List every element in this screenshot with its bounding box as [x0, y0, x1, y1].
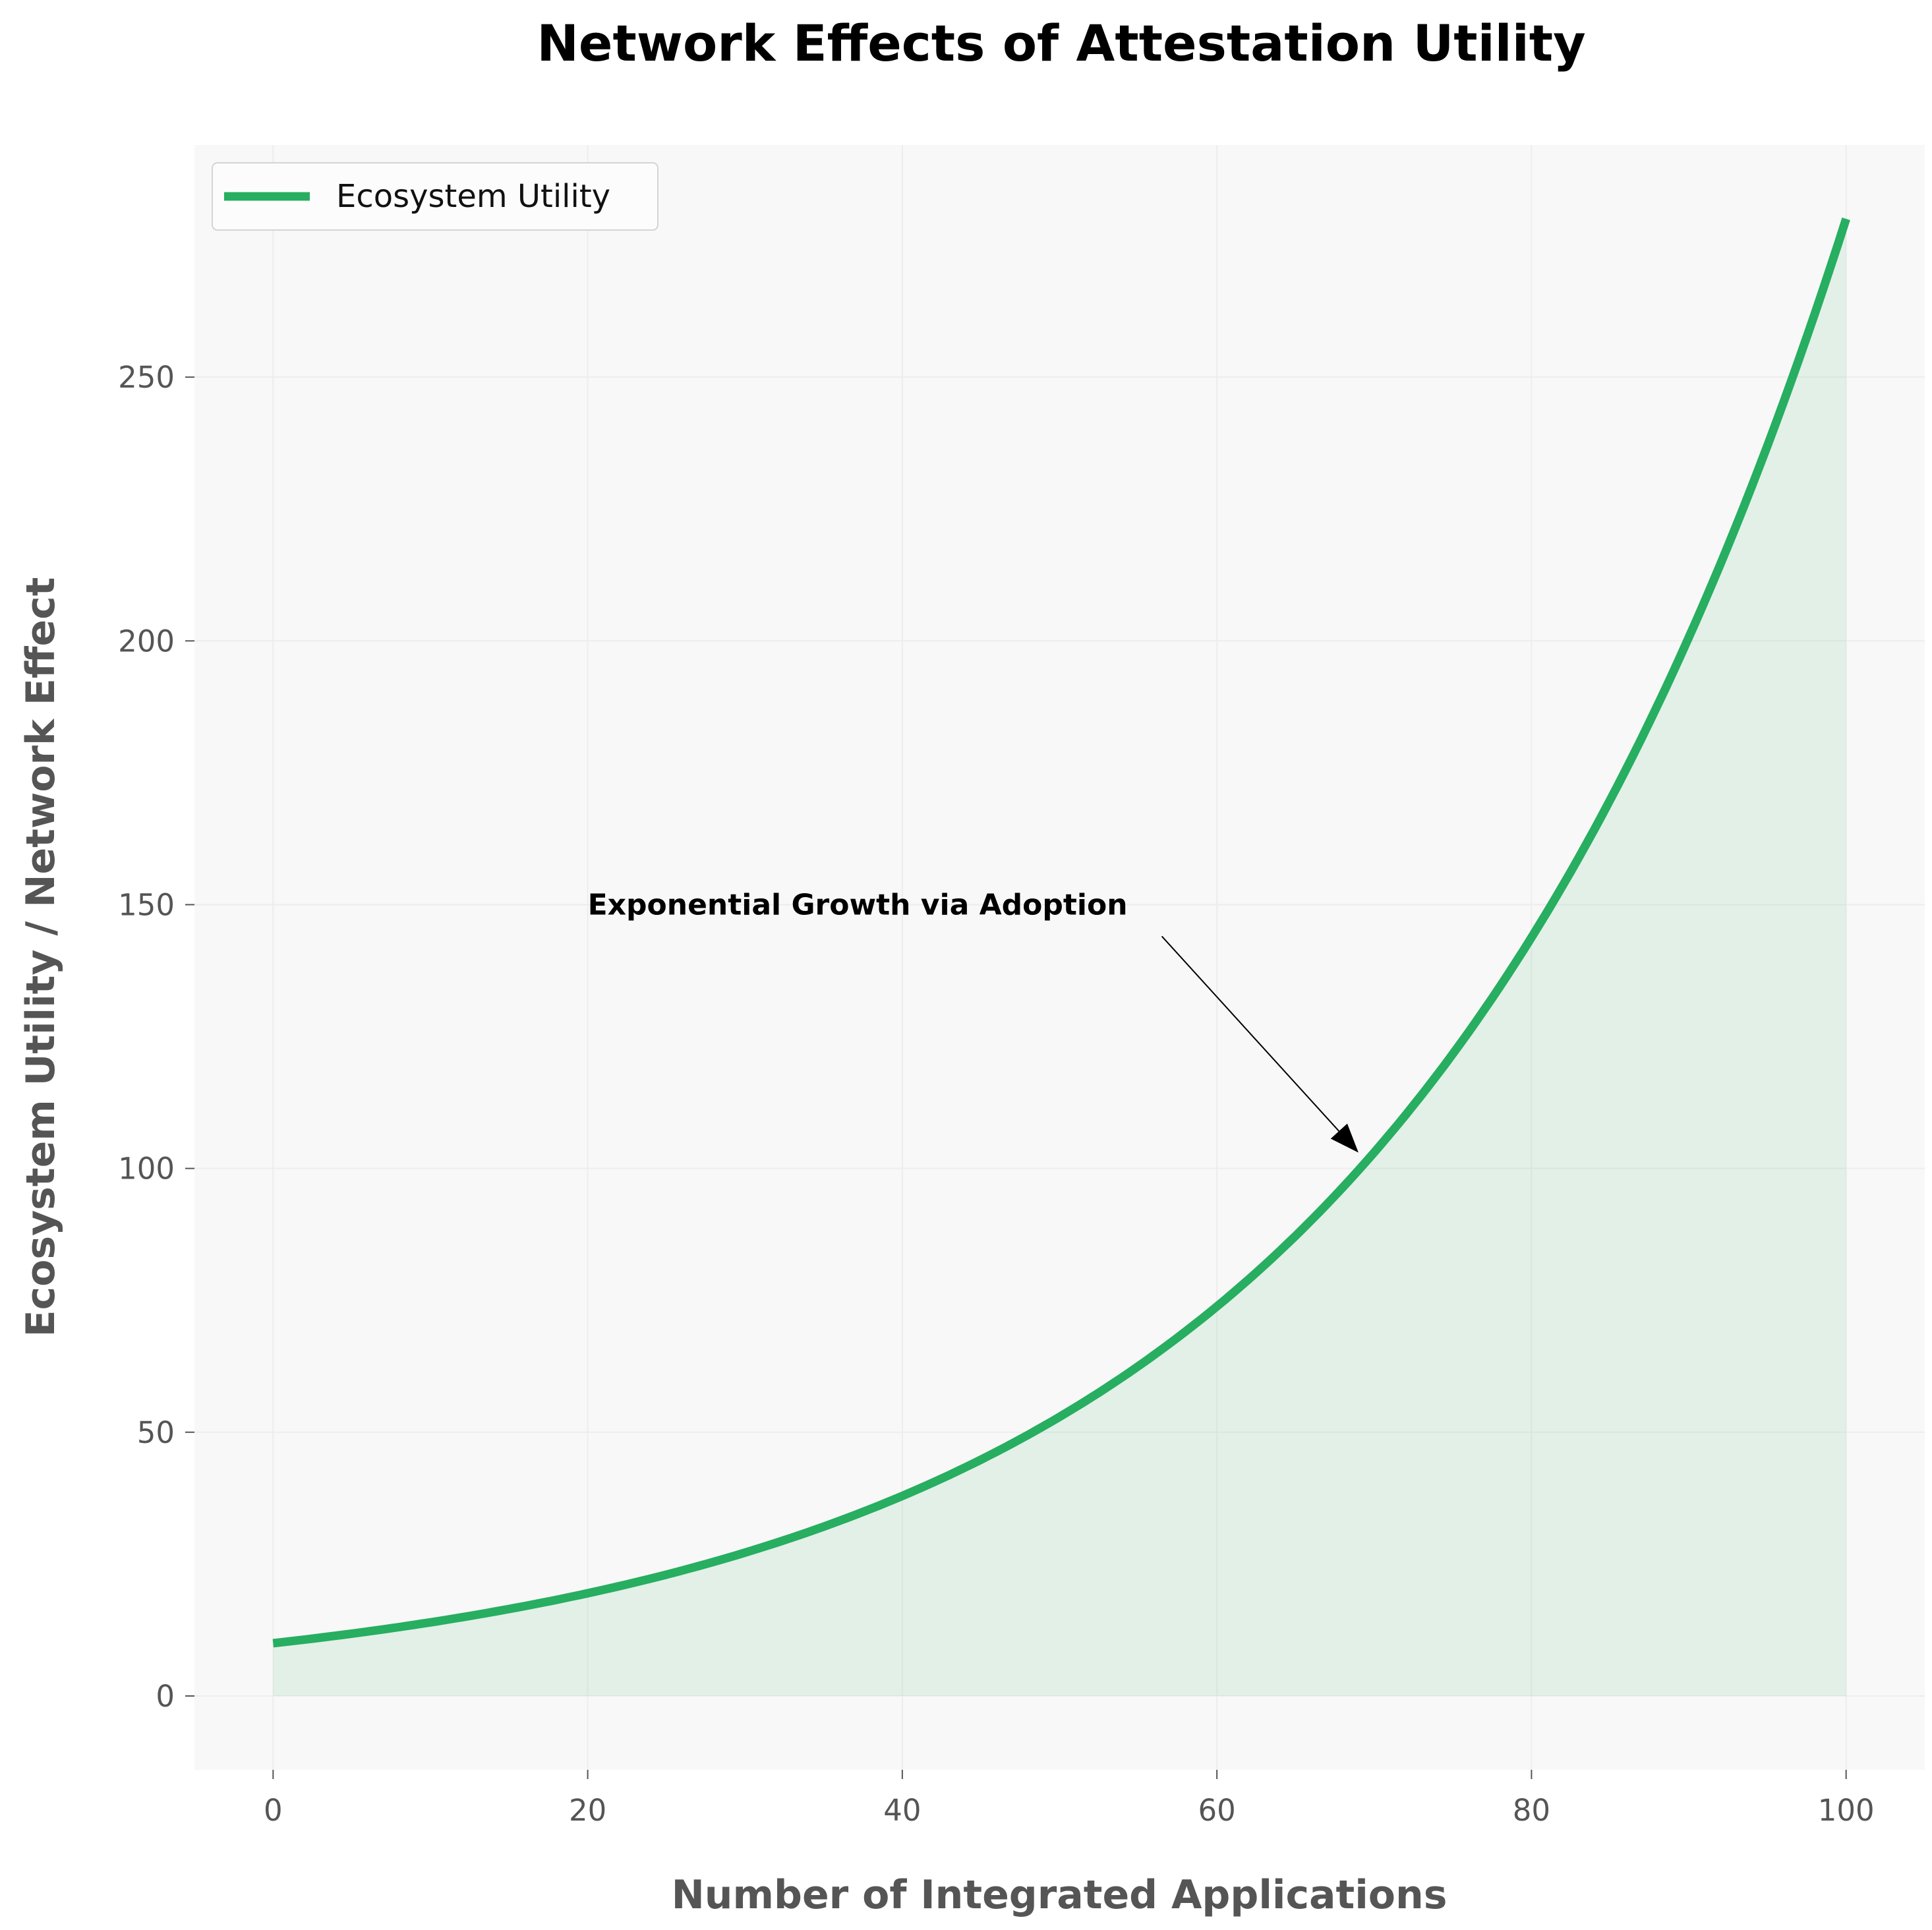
legend-box — [212, 162, 659, 231]
y-tick-label: 250 — [118, 360, 175, 395]
legend-label: Ecosystem Utility — [336, 178, 610, 215]
annotation-arrow-line — [1161, 935, 1340, 1132]
y-tick-label: 150 — [118, 887, 175, 922]
y-tick-label: 100 — [118, 1152, 175, 1186]
x-axis: 0 20 40 60 80 100 — [264, 1770, 1875, 1828]
y-tick-label: 200 — [118, 624, 175, 658]
x-tick-label: 20 — [569, 1793, 606, 1828]
series-area-fill — [273, 219, 1846, 1696]
chart-title: Network Effects of Attestation Utility — [537, 14, 1585, 73]
y-tick-label: 50 — [137, 1415, 175, 1450]
y-tick-label: 0 — [156, 1679, 175, 1714]
grid — [194, 145, 1925, 1770]
legend: Ecosystem Utility — [212, 162, 659, 231]
x-tick-label: 60 — [1198, 1793, 1236, 1828]
x-tick-label: 40 — [883, 1793, 921, 1828]
x-tick-label: 80 — [1513, 1793, 1550, 1828]
annotation-text: Exponential Growth via Adoption — [588, 888, 1128, 921]
y-axis: 0 50 100 150 200 250 — [118, 360, 194, 1714]
annotation-arrow-head — [1330, 1123, 1359, 1153]
y-axis-label: Ecosystem Utility / Network Effect — [18, 577, 64, 1337]
plot-area — [194, 145, 1925, 1770]
series-line-ecosystem-utility — [272, 218, 1850, 1648]
annotation: Exponential Growth via Adoption — [588, 888, 1359, 1153]
x-tick-label: 0 — [264, 1793, 283, 1828]
x-tick-label: 100 — [1818, 1793, 1875, 1828]
x-axis-label: Number of Integrated Applications — [672, 1872, 1448, 1918]
